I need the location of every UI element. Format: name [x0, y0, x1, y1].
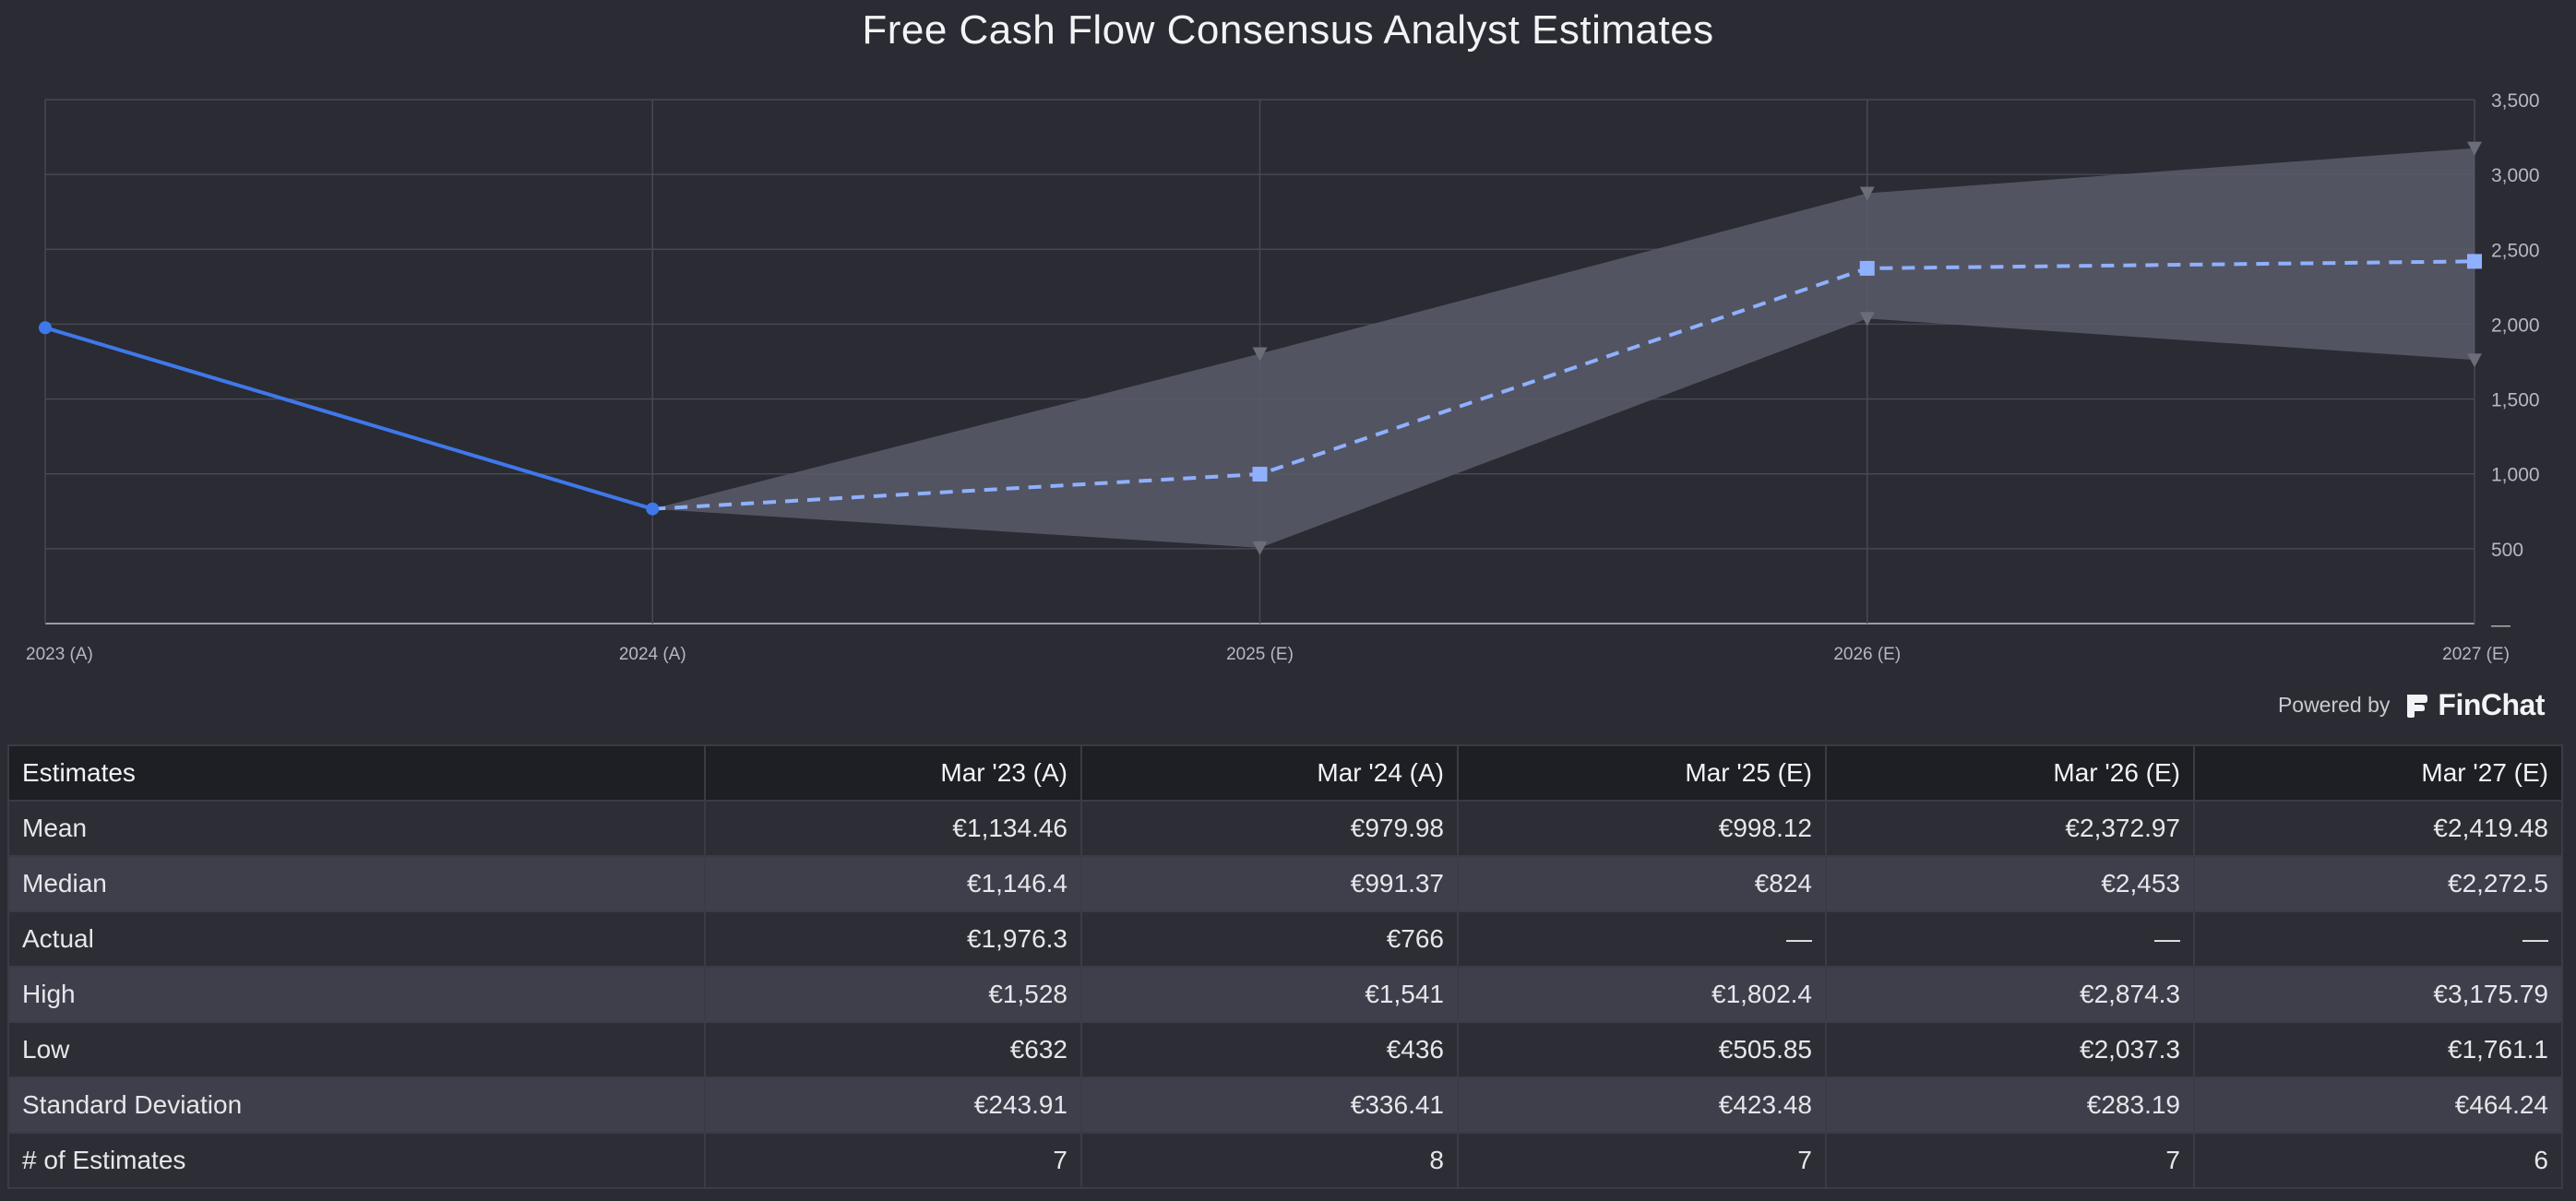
header-mar-26: Mar '26 (E) — [1825, 744, 2195, 802]
axis-labels: — 500 1,000 1,500 2,000 2,500 3,000 3,500 2023 (… — [26, 90, 2540, 664]
row-label: # of Estimates — [7, 1132, 706, 1189]
low-marker — [1859, 312, 1875, 327]
estimates-table: Estimates Mar '23 (A) Mar '24 (A) Mar '2… — [7, 744, 2563, 1189]
row-label: Mean — [7, 800, 706, 857]
x-tick-label: 2023 (A) — [26, 645, 93, 664]
range-band — [652, 148, 2475, 548]
actual-marker — [39, 321, 52, 335]
table-cell: €464.24 — [2193, 1076, 2563, 1134]
table-cell: €991.37 — [1080, 855, 1459, 912]
y-tick-label: 500 — [2491, 540, 2523, 561]
table-cell: €2,453 — [1825, 855, 2195, 912]
series-lines — [44, 259, 2475, 511]
high-marker — [1252, 347, 1268, 362]
table-header-row: Estimates Mar '23 (A) Mar '24 (A) Mar '2… — [7, 744, 2563, 802]
table-cell: €632 — [704, 1021, 1082, 1078]
table-row: High €1,528 €1,541 €1,802.4 €2,874.3 €3,… — [7, 966, 2563, 1023]
row-label: High — [7, 966, 706, 1023]
table-cell: €766 — [1080, 910, 1459, 968]
row-label: Low — [7, 1021, 706, 1078]
y-tick-label: — — [2491, 614, 2510, 636]
table-cell: €1,761.1 — [2193, 1021, 2563, 1078]
y-tick-label: 2,000 — [2491, 315, 2540, 336]
table-cell: 7 — [1457, 1132, 1827, 1189]
table-row: Actual €1,976.3 €766 — — — — [7, 910, 2563, 968]
table-cell: €436 — [1080, 1021, 1459, 1078]
table-cell: €1,976.3 — [704, 910, 1082, 968]
row-label: Actual — [7, 910, 706, 968]
mean-marker — [1252, 467, 1268, 482]
table-cell: €423.48 — [1457, 1076, 1827, 1134]
x-tick-label: 2025 (E) — [1226, 645, 1294, 664]
table-cell: €2,372.97 — [1825, 800, 2195, 857]
y-tick-label: 2,500 — [2491, 240, 2540, 261]
table-row: Median €1,146.4 €991.37 €824 €2,453 €2,2… — [7, 855, 2563, 912]
low-marker — [2467, 353, 2482, 368]
powered-by[interactable]: Powered by FinChat — [2277, 688, 2546, 722]
mean-marker — [2467, 254, 2482, 269]
table-cell: €336.41 — [1080, 1076, 1459, 1134]
series-markers — [39, 141, 2482, 555]
table-cell: €2,272.5 — [2193, 855, 2563, 912]
x-tick-label: 2026 (E) — [1833, 645, 1901, 664]
header-estimates: Estimates — [7, 744, 706, 802]
table-cell: €2,874.3 — [1825, 966, 2195, 1023]
mean-marker — [1859, 260, 1875, 276]
fcf-chart: — 500 1,000 1,500 2,000 2,500 3,000 3,500 2023 (… — [26, 90, 2540, 664]
finchat-logo-icon — [2407, 694, 2428, 718]
header-mar-24: Mar '24 (A) — [1080, 744, 1459, 802]
table-cell: €1,146.4 — [704, 855, 1082, 912]
table-cell: €998.12 — [1457, 800, 1827, 857]
actual-line — [44, 326, 653, 511]
finchat-logo[interactable]: FinChat — [2403, 688, 2545, 722]
x-tick-label: 2024 (A) — [619, 645, 686, 664]
powered-by-label: Powered by — [2277, 693, 2391, 717]
table-cell: €979.98 — [1080, 800, 1459, 857]
table-cell: €2,037.3 — [1825, 1021, 2195, 1078]
table-cell: €1,802.4 — [1457, 966, 1827, 1023]
row-label: Median — [7, 855, 706, 912]
table-cell: €283.19 — [1825, 1076, 2195, 1134]
header-mar-23: Mar '23 (A) — [704, 744, 1082, 802]
table-cell: — — [1457, 910, 1827, 968]
header-mar-27: Mar '27 (E) — [2193, 744, 2563, 802]
table-cell: €243.91 — [704, 1076, 1082, 1134]
finchat-brand: FinChat — [2438, 688, 2545, 721]
table-cell: 8 — [1080, 1132, 1459, 1189]
table-cell: — — [2193, 910, 2563, 968]
table-cell: 7 — [704, 1132, 1082, 1189]
y-tick-label: 3,000 — [2491, 165, 2540, 186]
table-row: Low €632 €436 €505.85 €2,037.3 €1,761.1 — [7, 1021, 2563, 1078]
estimate-range-band — [652, 148, 2475, 548]
table-cell: 7 — [1825, 1132, 2195, 1189]
chart-title: Free Cash Flow Consensus Analyst Estimat… — [862, 7, 1714, 53]
table-row: Standard Deviation €243.91 €336.41 €423.… — [7, 1076, 2563, 1134]
table-cell: €2,419.48 — [2193, 800, 2563, 857]
table-cell: €3,175.79 — [2193, 966, 2563, 1023]
header-mar-25: Mar '25 (E) — [1457, 744, 1827, 802]
y-tick-label: 1,500 — [2491, 390, 2540, 411]
y-tick-label: 3,500 — [2491, 90, 2540, 112]
actual-marker — [646, 502, 660, 516]
high-marker — [2467, 141, 2482, 156]
table-cell: €1,134.46 — [704, 800, 1082, 857]
table-row: # of Estimates 7 8 7 7 6 — [7, 1132, 2563, 1189]
table-cell: €1,528 — [704, 966, 1082, 1023]
table-cell: — — [1825, 910, 2195, 968]
low-marker — [1252, 541, 1268, 555]
table-cell: 6 — [2193, 1132, 2563, 1189]
mean-line — [652, 259, 2475, 511]
y-tick-label: 1,000 — [2491, 465, 2540, 486]
table-cell: €505.85 — [1457, 1021, 1827, 1078]
table-cell: €1,541 — [1080, 966, 1459, 1023]
table-cell: €824 — [1457, 855, 1827, 912]
x-tick-label: 2027 (E) — [2442, 645, 2510, 664]
high-marker — [1859, 186, 1875, 201]
table-row: Mean €1,134.46 €979.98 €998.12 €2,372.97… — [7, 800, 2563, 857]
row-label: Standard Deviation — [7, 1076, 706, 1134]
